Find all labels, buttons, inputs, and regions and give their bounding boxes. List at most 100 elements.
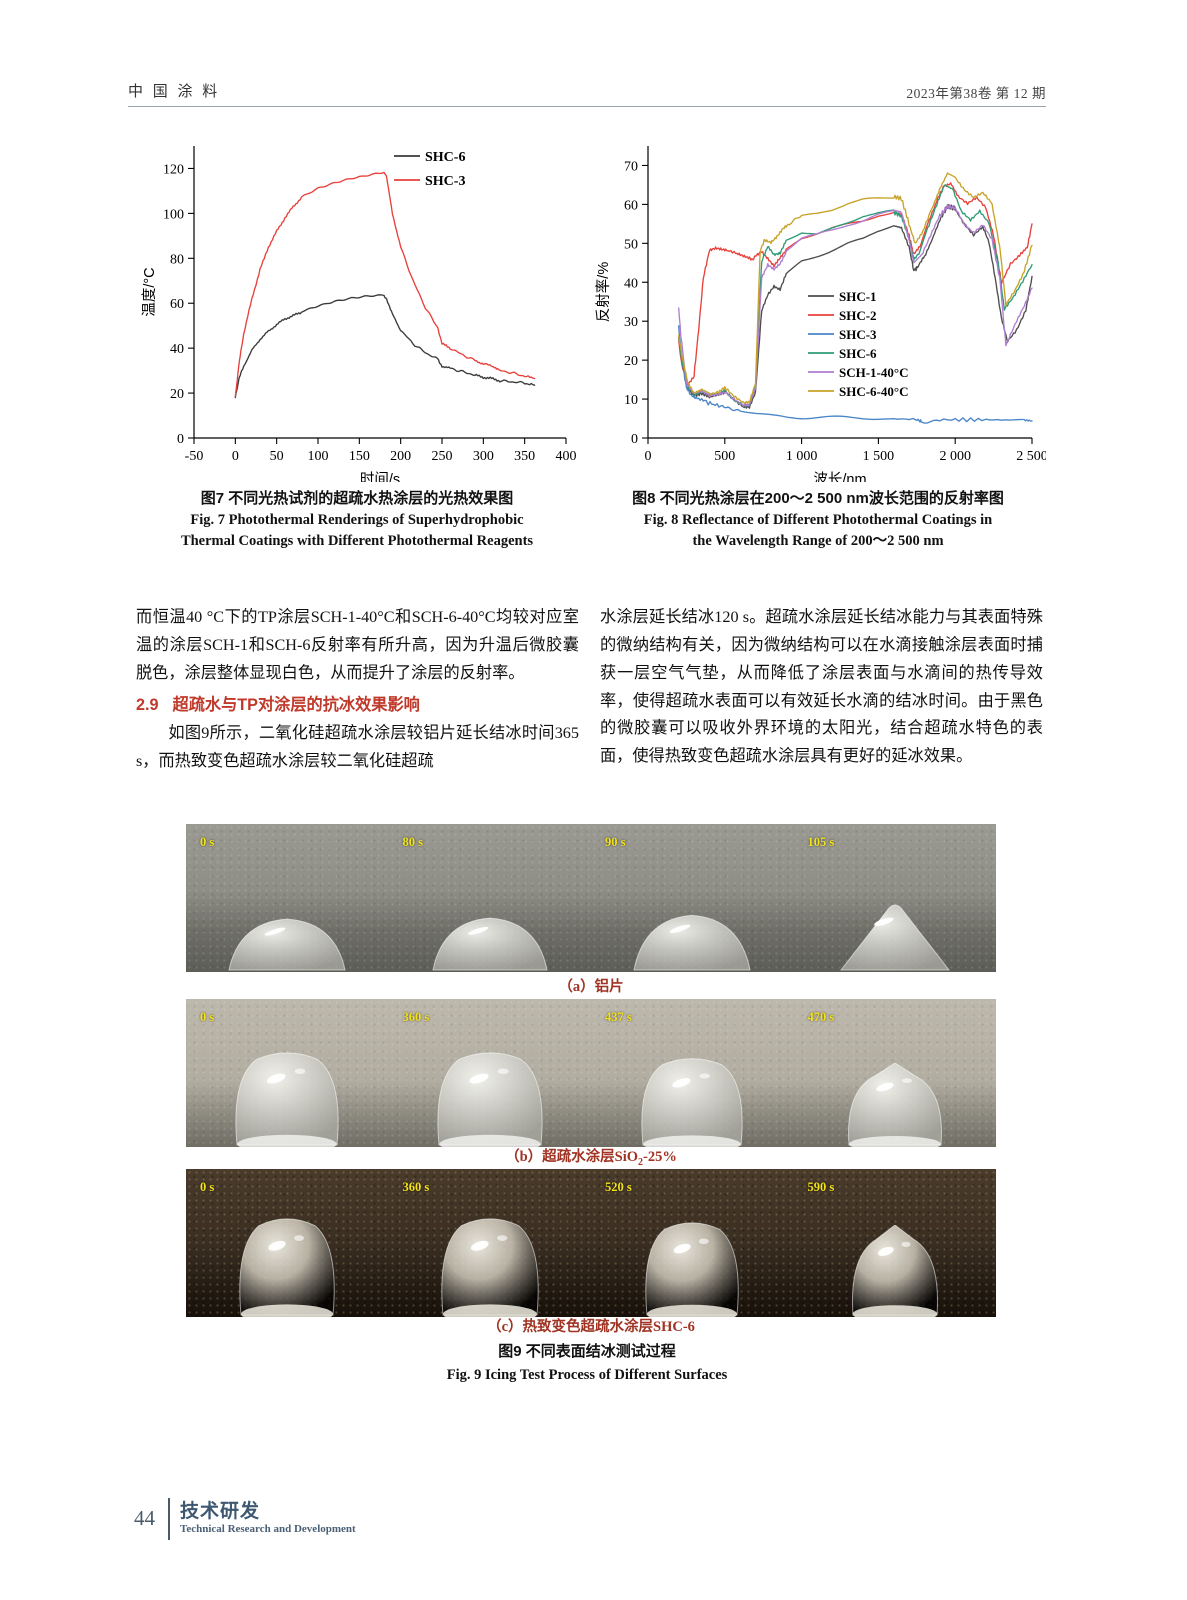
svg-text:SHC-1: SHC-1	[839, 289, 877, 304]
svg-text:波长/nm: 波长/nm	[813, 471, 866, 482]
svg-text:0: 0	[232, 449, 239, 464]
icing-photo-frame: 0 s	[186, 999, 389, 1147]
body-column-left: 而恒温40 °C下的TP涂层SCH-1-40°C和SCH-6-40°C均较对应室…	[136, 604, 579, 776]
water-droplet	[839, 904, 950, 971]
svg-text:80: 80	[170, 252, 184, 267]
svg-text:0: 0	[177, 432, 184, 447]
page-header: 中 国 涂 料 2023年第38卷 第 12 期	[128, 80, 1046, 114]
figure-8-caption-en-1: Fig. 8 Reflectance of Different Photothe…	[643, 511, 993, 528]
page-footer: 44 技术研发 Technical Research and Developme…	[128, 1492, 628, 1546]
icing-photo-frame: 80 s	[388, 824, 591, 972]
footer-section-en: Technical Research and Development	[180, 1523, 356, 1535]
svg-text:20: 20	[170, 387, 184, 402]
figure-9-caption-en: Fig. 9 Icing Test Process of Different S…	[128, 1366, 1046, 1384]
water-droplet	[432, 917, 548, 971]
icing-photo-frame: 0 s	[186, 824, 389, 972]
icing-photo-frame: 590 s	[793, 1169, 996, 1317]
icing-row-sio2-caption-tail: -25%	[643, 1149, 677, 1165]
water-droplet	[851, 1225, 938, 1317]
svg-text:SHC-6: SHC-6	[425, 150, 465, 165]
time-label: 0 s	[200, 1010, 215, 1024]
figure-7-caption-cn: 图7 不同光热试剂的超疏水热涂层的光热效果图	[200, 490, 514, 507]
svg-text:1 000: 1 000	[786, 449, 818, 464]
time-label: 105 s	[807, 835, 835, 849]
svg-text:SHC-3: SHC-3	[425, 174, 465, 189]
svg-text:250: 250	[432, 449, 453, 464]
water-droplet	[239, 1218, 335, 1317]
svg-text:30: 30	[624, 315, 638, 330]
svg-text:500: 500	[714, 449, 735, 464]
svg-text:400: 400	[556, 449, 577, 464]
time-label: 360 s	[402, 1180, 430, 1194]
water-droplet	[645, 1222, 739, 1317]
figure-7-plot: 0 20 40 60 80 100 120 -50 0 50 100 150 200 250 300 350 4…	[136, 132, 578, 482]
svg-text:SCH-1-40°C: SCH-1-40°C	[839, 365, 908, 380]
paragraph-left-1: 而恒温40 °C下的TP涂层SCH-1-40°C和SCH-6-40°C均较对应室…	[136, 608, 579, 682]
page-number: 44	[134, 1506, 155, 1530]
icing-photo-frame: 105 s	[793, 824, 996, 972]
figure-9-caption-cn-text: 图9 不同表面结冰测试过程	[498, 1343, 676, 1360]
time-label: 0 s	[200, 1180, 215, 1194]
svg-text:SHC-6-40°C: SHC-6-40°C	[839, 384, 908, 399]
figure-7: 0 20 40 60 80 100 120 -50 0 50 100 150 200 250 300 350 4…	[136, 132, 578, 552]
svg-text:10: 10	[624, 393, 638, 408]
svg-text:SHC-3: SHC-3	[839, 327, 877, 342]
svg-text:120: 120	[163, 162, 184, 177]
svg-text:-50: -50	[185, 449, 204, 464]
figure-7-caption: 图7 不同光热试剂的超疏水热涂层的光热效果图 Fig. 7 Phototherm…	[136, 488, 578, 552]
svg-text:SHC-2: SHC-2	[839, 308, 877, 323]
svg-text:温度/°C: 温度/°C	[141, 267, 158, 316]
icing-row-sio2-caption-sub: 2	[638, 1156, 644, 1168]
icing-row-aluminum-caption: （a）铝片	[558, 979, 624, 995]
footer-divider	[168, 1498, 170, 1540]
water-droplet	[633, 914, 751, 971]
icing-row-sio2-caption: （b）超疏水涂层SiO2-25%	[186, 1145, 996, 1168]
svg-text:SHC-6: SHC-6	[839, 346, 877, 361]
time-label: 360 s	[402, 1010, 430, 1024]
svg-text:350: 350	[514, 449, 535, 464]
svg-text:时间/s: 时间/s	[360, 471, 400, 482]
water-droplet	[641, 1058, 743, 1147]
figure-9-caption-en-text: Fig. 9 Icing Test Process of Different S…	[446, 1367, 728, 1383]
water-droplet	[441, 1218, 539, 1317]
time-label: 90 s	[605, 835, 626, 849]
svg-text:100: 100	[163, 207, 184, 222]
icing-photo-frame: 360 s	[388, 999, 591, 1147]
paragraph-right-1: 水涂层延长结冰120 s。超疏水涂层延长结冰能力与其表面特殊的微纳结构有关，因为…	[600, 608, 1043, 766]
icing-photo-frame: 470 s	[793, 999, 996, 1147]
time-label: 520 s	[605, 1180, 632, 1194]
svg-text:60: 60	[170, 297, 184, 312]
figure-8-caption-en-2: the Wavelength Range of 200～2 500 nm	[692, 532, 944, 549]
issue-info: 2023年第38卷 第 12 期	[906, 86, 1046, 101]
icing-row-sio2-caption-main: （b）超疏水涂层SiO	[505, 1149, 639, 1165]
svg-text:0: 0	[645, 449, 652, 464]
svg-text:50: 50	[624, 237, 638, 252]
svg-text:150: 150	[349, 449, 370, 464]
figure-9-caption-cn: 图9 不同表面结冰测试过程	[128, 1340, 1046, 1361]
svg-text:0: 0	[631, 432, 638, 447]
section-number: 2.9	[136, 695, 159, 714]
figure-7-caption-en-2: Thermal Coatings with Different Photothe…	[180, 532, 534, 549]
svg-text:70: 70	[624, 159, 638, 174]
journal-name: 中 国 涂 料	[128, 84, 221, 100]
svg-text:50: 50	[270, 449, 284, 464]
water-droplet	[228, 918, 346, 971]
svg-text:200: 200	[390, 449, 411, 464]
paragraph-left-2: 如图9所示，二氧化硅超疏水涂层较铝片延长结冰时间365 s，而热致变色超疏水涂层…	[136, 724, 579, 771]
svg-text:300: 300	[473, 449, 494, 464]
time-label: 470 s	[807, 1010, 835, 1024]
icing-photo-frame: 520 s	[591, 1169, 794, 1317]
svg-text:100: 100	[308, 449, 329, 464]
svg-text:2 500: 2 500	[1016, 449, 1046, 464]
figures-row: 0 20 40 60 80 100 120 -50 0 50 100 150 200 250 300 350 4…	[128, 132, 1046, 582]
icing-photo-frame: 437 s	[591, 999, 794, 1147]
icing-photo-frame: 0 s	[186, 1169, 389, 1317]
section-heading-2-9: 2.9 超疏水与TP对涂层的抗冰效果影响	[136, 692, 579, 720]
svg-text:1 500: 1 500	[863, 449, 895, 464]
time-label: 0 s	[200, 835, 215, 849]
figure-8: 0 10 20 30 40 50 60 70 0 500 1 000 1 500 2 000 2 500 波…	[590, 132, 1046, 552]
footer-section-cn: 技术研发	[180, 1501, 261, 1522]
body-column-right: 水涂层延长结冰120 s。超疏水涂层延长结冰能力与其表面特殊的微纳结构有关，因为…	[600, 604, 1043, 771]
